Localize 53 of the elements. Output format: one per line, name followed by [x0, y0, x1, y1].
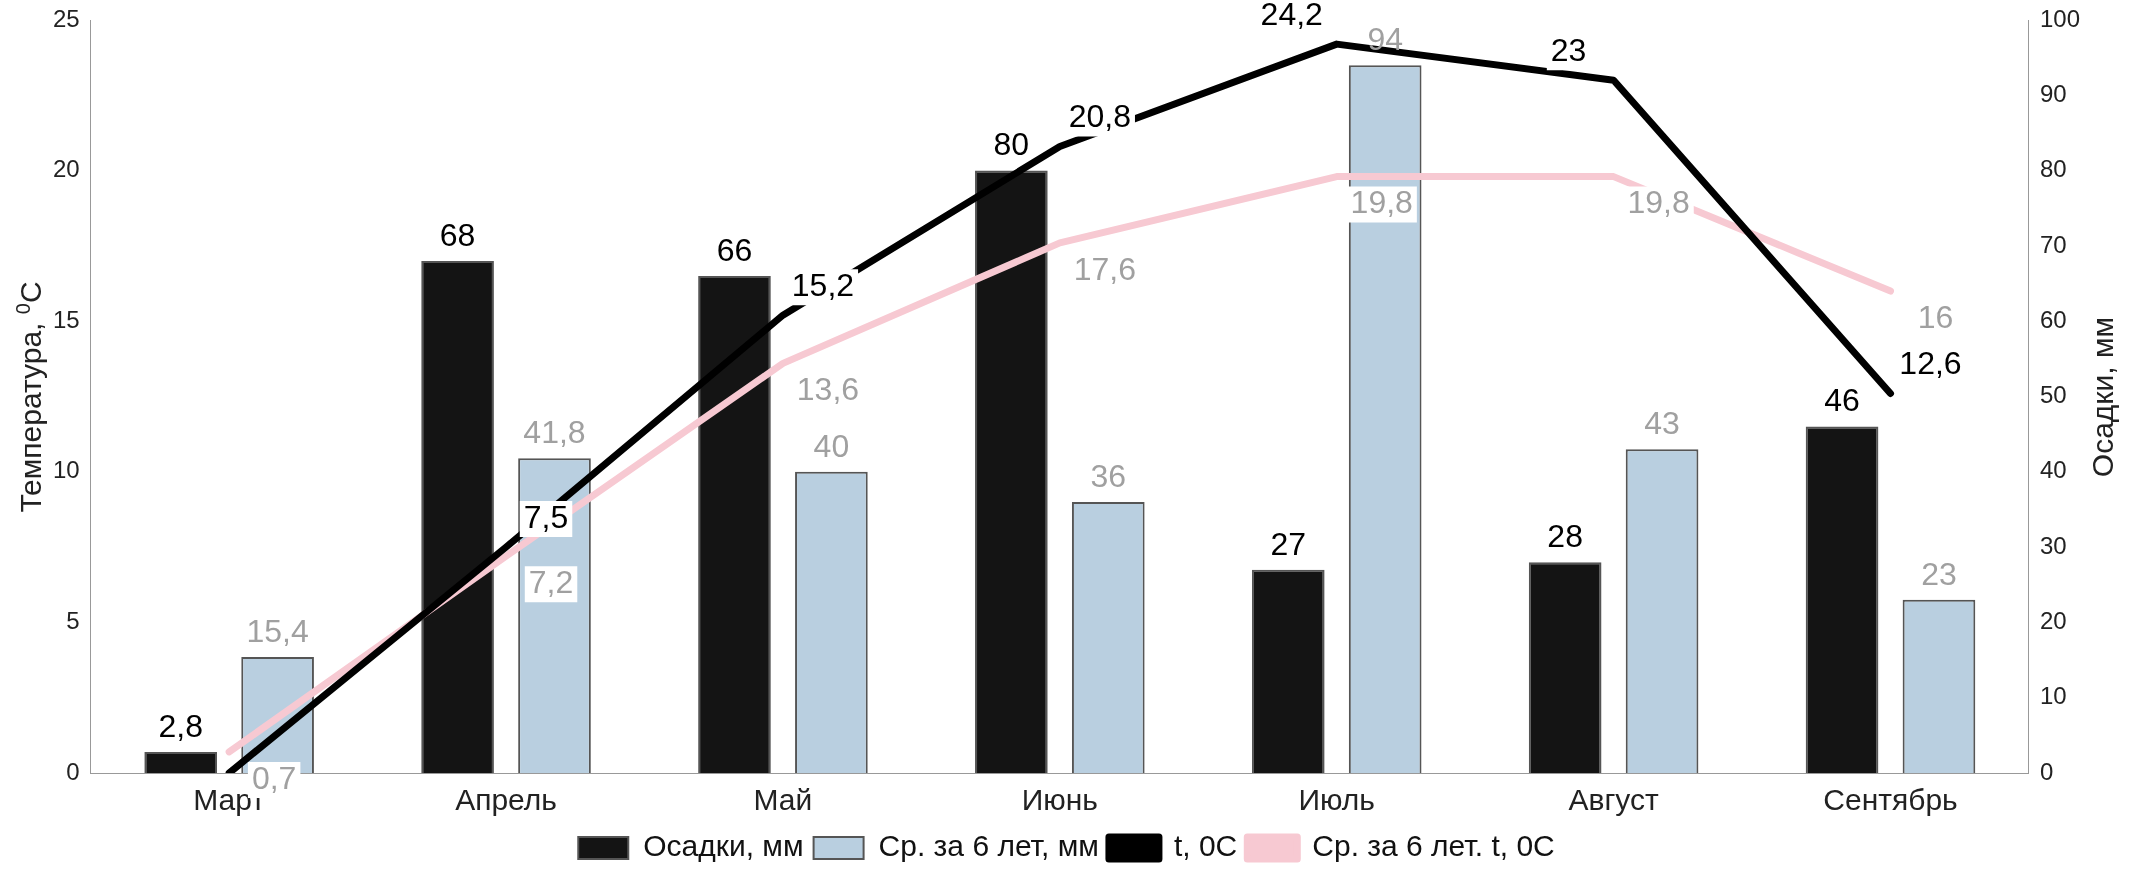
data-label: 15,4	[246, 612, 309, 649]
x-tick-label: Сентябрь	[1823, 783, 1958, 817]
y2-tick-label: 0	[2039, 757, 2054, 785]
data-label: 7,5	[523, 498, 569, 535]
data-label: 20,8	[1068, 98, 1131, 135]
x-tick-label: Август	[1568, 783, 1660, 817]
y-tick-label: 0	[66, 757, 80, 785]
x-tick-label: Апрель	[455, 783, 557, 817]
y2-tick-label: 40	[2039, 456, 2067, 484]
data-label: 41,8	[523, 414, 586, 451]
legend-label: Осадки, мм	[643, 829, 804, 863]
data-label: 23	[1550, 32, 1587, 69]
x-tick-label: Июнь	[1021, 783, 1098, 817]
data-label: 23	[1921, 555, 1957, 592]
data-label: 19,8	[1350, 184, 1413, 221]
legend-label: Ср. за 6 лет. t, 0C	[1312, 829, 1555, 863]
x-tick-label: Май	[753, 783, 813, 817]
y-tick-label: 25	[52, 4, 80, 32]
data-label: 68	[439, 216, 476, 253]
y-tick-label: 10	[52, 456, 80, 484]
y2-tick-label: 30	[2039, 531, 2067, 559]
data-label: 17,6	[1073, 250, 1136, 287]
data-label: 12,6	[1899, 345, 1962, 382]
y2-tick-label: 10	[2039, 682, 2067, 710]
data-label: 19,8	[1627, 184, 1690, 221]
y2-tick-label: 100	[2039, 4, 2080, 32]
y2-tick-label: 60	[2039, 305, 2067, 333]
legend-label: t, 0C	[1173, 829, 1238, 863]
y2-tick-label: 70	[2039, 230, 2067, 258]
data-label: 16	[1917, 298, 1954, 335]
data-label: 80	[993, 126, 1030, 163]
data-label: 15,2	[791, 267, 855, 303]
data-label: 7,2	[528, 563, 574, 600]
data-label: 46	[1824, 382, 1860, 419]
x-tick-label: Июль	[1298, 783, 1375, 817]
data-label: 43	[1644, 405, 1680, 442]
data-label: 2,8	[158, 707, 203, 744]
data-label: 27	[1270, 525, 1307, 562]
y2-tick-label: 20	[2039, 607, 2067, 635]
data-label: 28	[1547, 517, 1583, 554]
legend-label: Ср. за 6 лет, мм	[878, 829, 1099, 863]
y2-tick-label: 50	[2039, 381, 2067, 409]
y2-axis-title: Осадки, мм	[2086, 316, 2120, 477]
y2-tick-label: 90	[2039, 79, 2067, 107]
data-label: 40	[813, 427, 850, 464]
data-label: 66	[716, 231, 753, 268]
data-label: 24,2	[1260, 0, 1323, 32]
y-tick-label: 20	[52, 155, 80, 183]
y-tick-label: 15	[52, 305, 80, 333]
data-label: 36	[1090, 457, 1127, 494]
data-label: 13,6	[796, 371, 860, 408]
y2-tick-label: 80	[2039, 155, 2067, 183]
y-tick-label: 5	[66, 607, 80, 635]
